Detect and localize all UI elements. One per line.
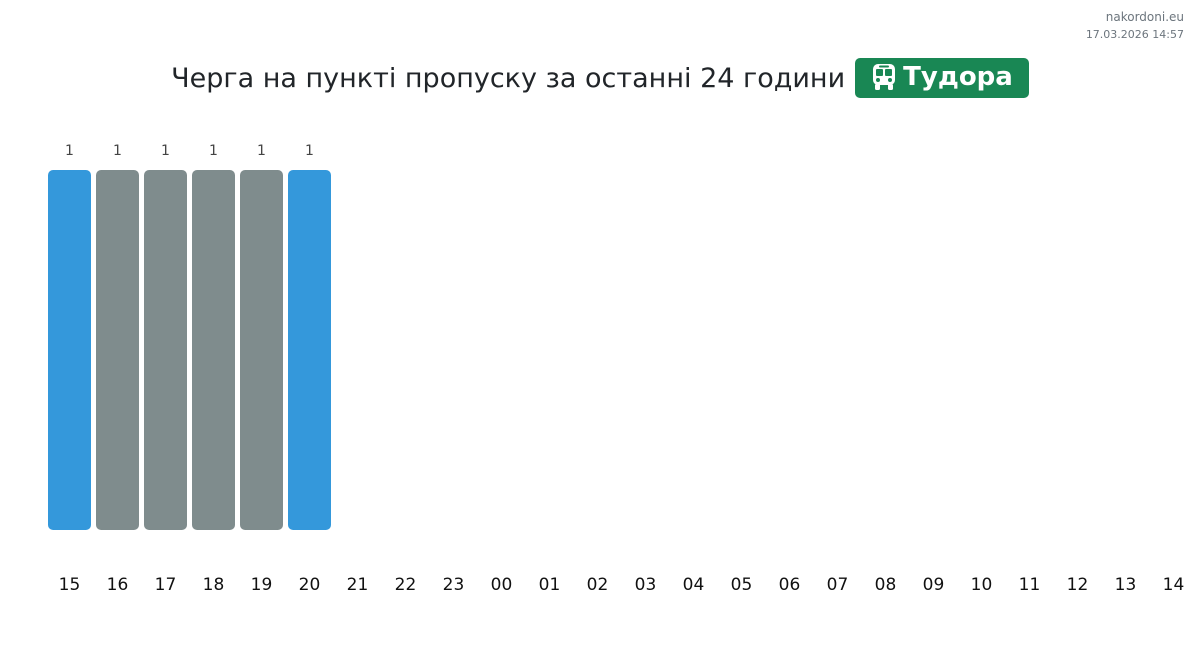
data-label-17: 1 (161, 143, 170, 159)
bus-icon (873, 64, 896, 90)
x-tick-15: 15 (59, 575, 81, 595)
x-tick-22: 22 (395, 575, 417, 595)
bar-17 (144, 170, 187, 530)
x-tick-21: 21 (347, 575, 369, 595)
x-tick-19: 19 (251, 575, 273, 595)
x-tick-20: 20 (299, 575, 321, 595)
data-label-18: 1 (209, 143, 218, 159)
data-label-15: 1 (65, 143, 74, 159)
bar-18 (192, 170, 235, 530)
x-tick-10: 10 (971, 575, 993, 595)
checkpoint-name: Тудора (903, 62, 1013, 92)
title-text: Черга на пункті пропуску за останні 24 г… (171, 62, 846, 94)
bar-19 (240, 170, 283, 530)
x-tick-14: 14 (1163, 575, 1185, 595)
x-tick-09: 09 (923, 575, 945, 595)
checkpoint-badge: Тудора (855, 58, 1029, 98)
x-tick-08: 08 (875, 575, 897, 595)
bar-20 (288, 170, 331, 530)
data-label-20: 1 (305, 143, 314, 159)
data-label-16: 1 (113, 143, 122, 159)
timestamp: 17.03.2026 14:57 (1085, 28, 1184, 41)
x-tick-03: 03 (635, 575, 657, 595)
site-name: nakordoni.eu (1105, 10, 1184, 24)
x-tick-01: 01 (539, 575, 561, 595)
x-tick-00: 00 (491, 575, 513, 595)
bar-16 (96, 170, 139, 530)
bar-15 (48, 170, 91, 530)
brand: nakordoni.eu 17.03.2026 14:57 (1086, 9, 1184, 43)
x-tick-23: 23 (443, 575, 465, 595)
x-tick-02: 02 (587, 575, 609, 595)
page-title: Черга на пункті пропуску за останні 24 г… (0, 58, 1200, 98)
x-tick-06: 06 (779, 575, 801, 595)
data-label-19: 1 (257, 143, 266, 159)
x-tick-16: 16 (107, 575, 129, 595)
x-tick-13: 13 (1115, 575, 1137, 595)
x-tick-05: 05 (731, 575, 753, 595)
x-tick-07: 07 (827, 575, 849, 595)
x-tick-18: 18 (203, 575, 225, 595)
x-tick-11: 11 (1019, 575, 1041, 595)
x-tick-12: 12 (1067, 575, 1089, 595)
x-tick-17: 17 (155, 575, 177, 595)
x-tick-04: 04 (683, 575, 705, 595)
